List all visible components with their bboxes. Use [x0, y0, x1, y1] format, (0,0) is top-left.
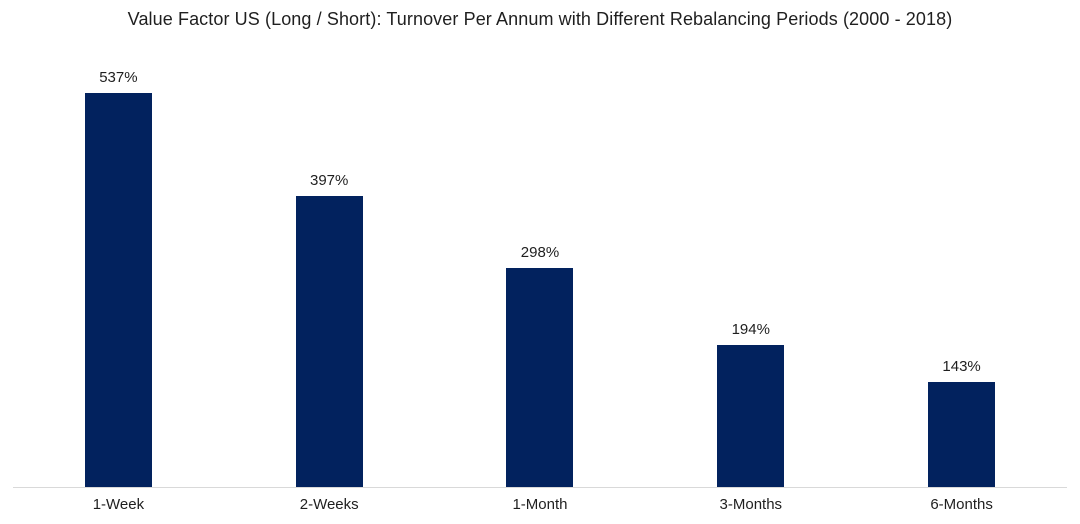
bar: [84, 93, 152, 487]
bar: [506, 268, 574, 487]
plot-area: 537% 397% 298% 194% 143%: [13, 0, 1067, 487]
x-axis-tick-label: 3-Months: [719, 496, 783, 513]
bar-value-label: 537%: [99, 69, 138, 86]
bar: [928, 382, 996, 487]
bar: [295, 196, 363, 487]
x-axis-tick-label: 6-Months: [930, 496, 993, 513]
x-axis-tick-label: 1-Week: [92, 496, 145, 513]
bar-slot: 143%: [856, 358, 1067, 487]
bar-value-label: 143%: [942, 358, 981, 375]
x-axis-line: [13, 487, 1067, 488]
bar-slot: 397%: [224, 172, 435, 487]
x-axis-tick-label: 2-Weeks: [299, 496, 359, 513]
bar-value-label: 194%: [731, 321, 770, 338]
x-axis-tick-label: 1-Month: [512, 496, 568, 513]
bar-value-label: 298%: [520, 244, 560, 261]
bar-slot: 537%: [13, 69, 224, 487]
bar-value-label: 397%: [310, 172, 349, 189]
x-axis-labels: 1-Week 2-Weeks 1-Month 3-Months 6-Months: [13, 496, 1067, 514]
bar-slot: 194%: [645, 321, 856, 487]
chart-title: Value Factor US (Long / Short): Turnover…: [127, 9, 953, 29]
bar: [717, 345, 785, 487]
bar-slot: 298%: [435, 244, 646, 487]
